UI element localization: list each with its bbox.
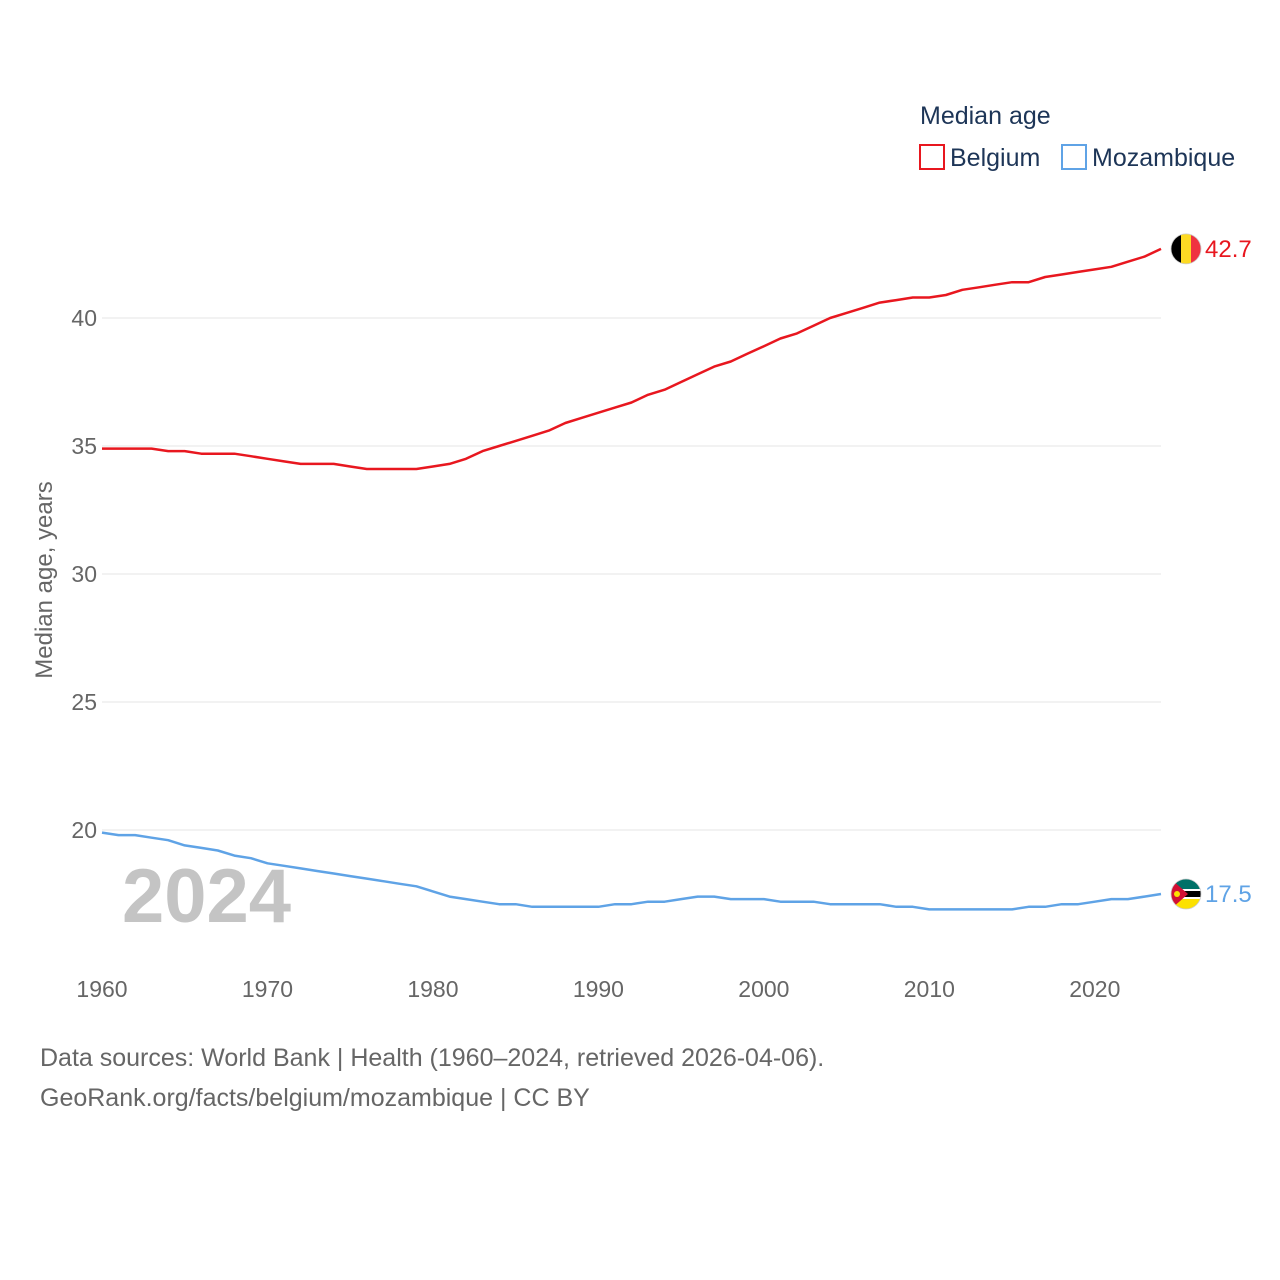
series-line-belgium [102, 247, 1162, 471]
y-tick-label-20: 20 [71, 817, 97, 843]
y-tick-label-35: 35 [71, 433, 97, 459]
x-tick-label-2010: 2010 [904, 976, 955, 1002]
legend-item-belgium[interactable]: Belgium [919, 144, 1040, 172]
mozambique-flag-icon [1170, 878, 1202, 910]
y-tick-label-40: 40 [71, 305, 97, 331]
legend: Median age Belgium Mozambique [919, 102, 1235, 172]
x-tick-label-2020: 2020 [1069, 976, 1120, 1002]
y-tick-label-30: 30 [71, 561, 97, 587]
legend-swatch-belgium [919, 144, 945, 170]
series-line-mozambique [101, 831, 1162, 911]
x-tick-label-1960: 1960 [76, 976, 127, 1002]
legend-label-belgium: Belgium [950, 144, 1040, 172]
legend-swatch-mozambique [1061, 144, 1087, 170]
y-tick-label-25: 25 [71, 689, 97, 715]
x-tick-label-1980: 1980 [407, 976, 458, 1002]
end-value-label-belgium: 42.7 [1205, 236, 1252, 263]
legend-label-mozambique: Mozambique [1092, 144, 1235, 172]
end-value-label-mozambique: 17.5 [1205, 881, 1252, 908]
x-tick-label-1970: 1970 [242, 976, 293, 1002]
x-tick-label-2000: 2000 [738, 976, 789, 1002]
x-axis: 1960 1970 1980 1990 2000 2010 2020 [76, 976, 1120, 1002]
legend-item-mozambique[interactable]: Mozambique [1061, 144, 1235, 172]
series-lines [101, 247, 1162, 911]
belgium-flag-icon [1170, 233, 1202, 265]
credit-link[interactable]: GeoRank.org/facts/belgium/mozambique | C… [40, 1084, 590, 1112]
y-axis-label: Median age, years [31, 481, 58, 678]
grid-lines [102, 317, 1161, 831]
end-markers: 42.7 17.5 [1170, 233, 1252, 910]
data-sources-note: Data sources: World Bank | Health (1960–… [40, 1044, 825, 1072]
legend-title: Median age [920, 102, 1051, 130]
current-year-watermark: 2024 [122, 854, 291, 939]
y-axis: 20 25 30 35 40 [71, 305, 97, 843]
x-tick-label-1990: 1990 [573, 976, 624, 1002]
